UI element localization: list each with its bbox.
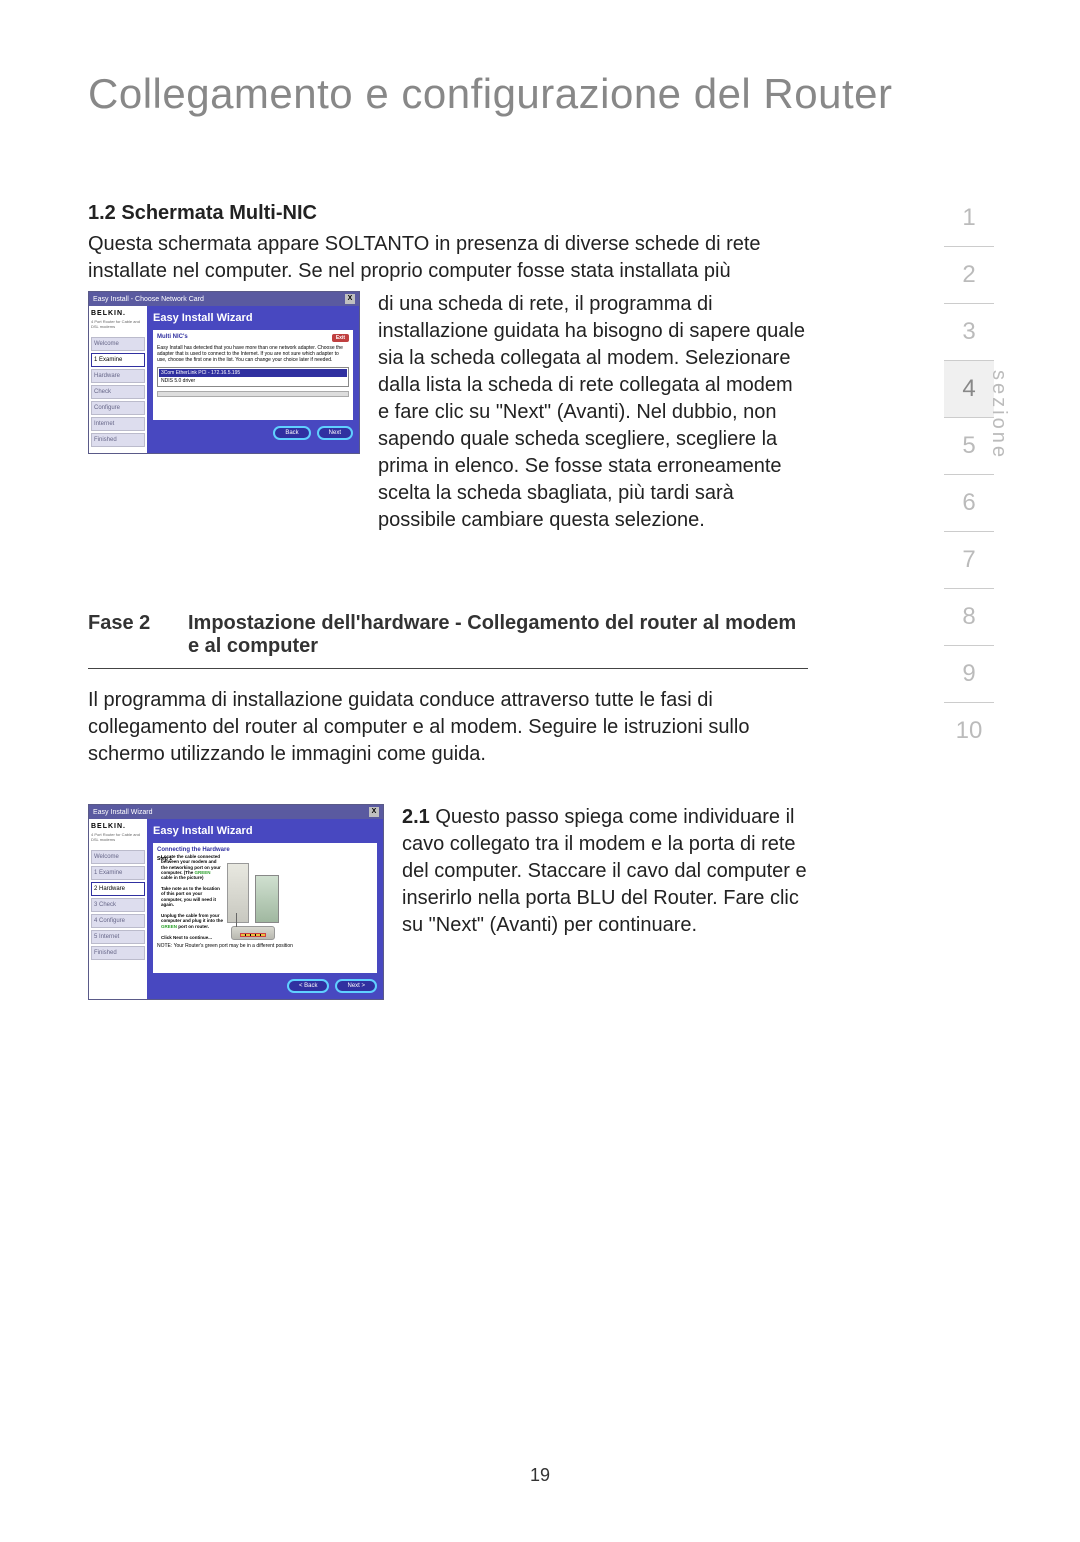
step-2-1-text: Questo passo spiega come individuare il …: [402, 806, 807, 936]
phase-2-title: Impostazione dell'hardware - Collegament…: [188, 612, 808, 658]
wizard2-brand: BELKIN.: [91, 823, 145, 830]
wizard2-step-examine[interactable]: 1 Examine: [91, 866, 145, 880]
close-icon[interactable]: X: [369, 807, 379, 817]
section-nav-10[interactable]: 10: [944, 703, 994, 759]
wizard2-hw-green2: GREEN: [161, 924, 177, 929]
wizard1-brand: BELKIN.: [91, 310, 145, 317]
wizard2-step-hardware[interactable]: 2 Hardware: [91, 882, 145, 896]
wizard2-hw-line1b: cable in the picture): [161, 875, 204, 880]
wizard2-hw-line1: Locate the cable connected between your …: [161, 854, 221, 875]
wizard2-main-title: Easy Install Wizard: [153, 825, 377, 837]
wizard2-titlebar: Easy Install Wizard X: [89, 805, 383, 819]
section-1-2-continuation: di una scheda di rete, il programma di i…: [378, 291, 808, 534]
section-nav-1[interactable]: 1: [944, 190, 994, 247]
wizard1-panel: Multi NIC's Exit Easy Install has detect…: [153, 330, 353, 420]
section-nav-7[interactable]: 7: [944, 532, 994, 589]
phase-2-label: Fase 2: [88, 612, 188, 658]
wizard2-panel: Connecting the Hardware Step 1 Locate th…: [153, 843, 377, 973]
wizard1-step-internet[interactable]: Internet: [91, 417, 145, 431]
wizard2-note: NOTE: Your Router's green port may be in…: [157, 943, 373, 949]
page-number: 19: [530, 1465, 550, 1486]
wizard1-panel-text: Easy Install has detected that you have …: [157, 345, 349, 363]
wizard1-scrollbar[interactable]: [157, 391, 349, 397]
wizard2-step-check[interactable]: 3 Check: [91, 898, 145, 912]
section-1-2-intro: Questa schermata appare SOLTANTO in pres…: [88, 231, 808, 285]
wizard2-main: Easy Install Wizard Connecting the Hardw…: [147, 819, 383, 999]
section-1-2-heading: 1.2 Schermata Multi-NIC: [88, 202, 808, 225]
page-title: Collegamento e configurazione del Router: [88, 70, 893, 118]
phase-2-text: Il programma di installazione guidata co…: [88, 687, 808, 768]
wizard1-titlebar: Easy Install - Choose Network Card X: [89, 292, 359, 306]
modem-icon: [255, 875, 279, 923]
wizard2-panel-title: Connecting the Hardware: [157, 847, 230, 853]
wizard1-title-text: Easy Install - Choose Network Card: [93, 296, 204, 303]
wizard2-next-button[interactable]: Next >: [335, 979, 377, 993]
wizard2-title-text: Easy Install Wizard: [93, 809, 153, 816]
phase-2-block: Fase 2 Impostazione dell'hardware - Coll…: [88, 612, 808, 768]
section-nav-8[interactable]: 8: [944, 589, 994, 646]
computer-tower-icon: [227, 863, 249, 923]
wizard2-hw-line3: Unplug the cable from your computer and …: [161, 913, 223, 923]
wizard2-hw-line4: Click Next to continue...: [161, 935, 212, 940]
wizard1-nic-list[interactable]: 3Com EtherLink PCI - 172.16.5.195 NDIS 5…: [157, 367, 349, 387]
wizard1-step-welcome[interactable]: Welcome: [91, 337, 145, 351]
wizard1-step-finished[interactable]: Finished: [91, 433, 145, 447]
wizard2-step-configure[interactable]: 4 Configure: [91, 914, 145, 928]
wizard2-hw-line2: Take note as to the location of this por…: [161, 886, 220, 907]
wizard1-next-button[interactable]: Next: [317, 426, 353, 440]
section-nav-3[interactable]: 3: [944, 304, 994, 361]
wizard2-hw-green1: GREEN: [195, 870, 211, 875]
section-nav-label: sezione: [987, 370, 1010, 460]
wizard-screenshot-multinic: Easy Install - Choose Network Card X BEL…: [88, 291, 360, 534]
wizard1-step-hardware[interactable]: Hardware: [91, 369, 145, 383]
wizard2-step-finished[interactable]: Finished: [91, 946, 145, 960]
wizard1-nic-item-2[interactable]: NDIS 5.0 driver: [159, 377, 347, 385]
step-2-1-block: 2.1 Questo passo spiega come individuare…: [402, 804, 808, 1000]
wizard1-step-examine[interactable]: 1 Examine: [91, 353, 145, 367]
wizard2-sidebar: BELKIN. 4 Port Router for Cable and DSL …: [89, 819, 147, 999]
wizard2-step-welcome[interactable]: Welcome: [91, 850, 145, 864]
section-nav-6[interactable]: 6: [944, 475, 994, 532]
wizard1-main: Easy Install Wizard Multi NIC's Exit Eas…: [147, 306, 359, 453]
wizard2-brand-sub: 4 Port Router for Cable and DSL modems: [91, 832, 145, 842]
section-nav-9[interactable]: 9: [944, 646, 994, 703]
wizard1-main-title: Easy Install Wizard: [153, 312, 353, 324]
wizard1-panel-title: Multi NIC's: [157, 334, 188, 342]
wizard1-step-configure[interactable]: Configure: [91, 401, 145, 415]
section-nav-2[interactable]: 2: [944, 247, 994, 304]
section-nav: sezione 1 2 3 4 5 6 7 8 9 10: [944, 190, 994, 759]
wizard2-hardware-scene: Locate the cable connected between your …: [157, 864, 373, 940]
main-content: 1.2 Schermata Multi-NIC Questa schermata…: [88, 202, 808, 1000]
wizard2-step-internet[interactable]: 5 Internet: [91, 930, 145, 944]
step-2-1-number: 2.1: [402, 806, 430, 828]
wizard1-nic-item-1[interactable]: 3Com EtherLink PCI - 172.16.5.195: [159, 369, 347, 377]
wizard2-hw-line3b: port on router.: [178, 924, 209, 929]
wizard1-exit-button[interactable]: Exit: [332, 334, 349, 342]
wizard1-step-check[interactable]: Check: [91, 385, 145, 399]
wizard2-hw-instructions: Locate the cable connected between your …: [161, 854, 223, 940]
router-icon: [231, 926, 275, 940]
wizard-screenshot-hardware: Easy Install Wizard X BELKIN. 4 Port Rou…: [88, 804, 384, 1000]
wizard1-back-button[interactable]: Back: [273, 426, 310, 440]
wizard1-brand-sub: 4 Port Router for Cable and DSL modems: [91, 319, 145, 329]
wizard1-sidebar: BELKIN. 4 Port Router for Cable and DSL …: [89, 306, 147, 453]
close-icon[interactable]: X: [345, 294, 355, 304]
wizard2-back-button[interactable]: < Back: [287, 979, 330, 993]
